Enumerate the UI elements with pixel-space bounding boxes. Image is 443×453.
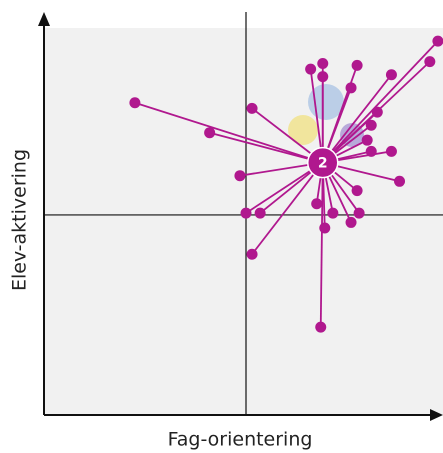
x-axis-label: Fag-orientering: [168, 429, 313, 451]
spoke: [322, 74, 393, 164]
point: [129, 97, 141, 109]
point: [345, 82, 357, 94]
point: [204, 127, 216, 139]
point: [371, 106, 383, 118]
point: [317, 71, 329, 83]
point: [365, 119, 377, 131]
point: [424, 56, 436, 68]
spoke: [251, 162, 324, 255]
x-axis-arrow: [430, 409, 443, 421]
point: [246, 248, 258, 260]
point: [311, 198, 323, 210]
spoke: [209, 131, 323, 164]
point: [345, 216, 357, 228]
spoke: [319, 162, 324, 328]
y-axis-arrow: [38, 12, 50, 26]
center-point: [307, 146, 339, 179]
point: [327, 207, 339, 219]
point: [351, 59, 363, 71]
point: [317, 58, 329, 70]
spoke: [134, 101, 324, 164]
blob: [308, 84, 344, 120]
point: [240, 207, 252, 219]
point: [361, 134, 373, 146]
point: [394, 175, 406, 187]
point: [234, 170, 246, 182]
point: [246, 102, 258, 114]
point: [385, 145, 397, 157]
y-axis-label: Elev-aktivering: [9, 149, 31, 291]
point: [385, 69, 397, 81]
point: [353, 207, 365, 219]
blob: [288, 115, 318, 145]
point: [315, 321, 327, 333]
point: [254, 207, 266, 219]
center-label: 2: [318, 156, 328, 172]
point: [319, 222, 331, 234]
point: [365, 145, 377, 157]
point: [432, 35, 443, 47]
point: [351, 185, 363, 197]
spoke: [322, 40, 439, 164]
point: [305, 63, 317, 75]
